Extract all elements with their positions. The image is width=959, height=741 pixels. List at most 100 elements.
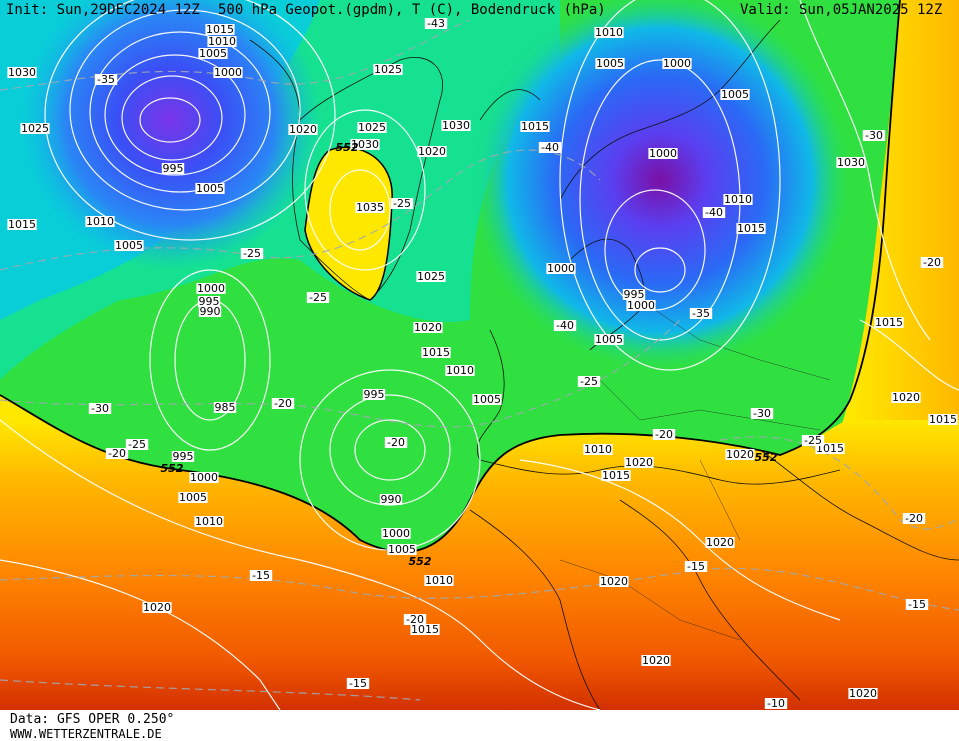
pressure-label-bg — [198, 306, 222, 317]
temperature-label: -25 — [580, 375, 598, 388]
init-time: Init: Sun,29DEC2024 12Z — [6, 2, 200, 18]
pressure-label-bg — [421, 347, 451, 358]
pressure-label-bg — [20, 123, 50, 134]
pressure-label-bg — [720, 89, 750, 100]
pressure-label-bg — [424, 575, 454, 586]
pressure-label: 1030 — [351, 138, 379, 151]
temperature-label: -40 — [541, 141, 559, 154]
pressure-label-bg — [601, 470, 631, 481]
pressure-label-bg — [626, 300, 656, 311]
pressure-label: 1020 — [706, 536, 734, 549]
pressure-label: 1020 — [600, 575, 628, 588]
temperature-label-bg — [390, 198, 414, 209]
pressure-label-bg — [472, 394, 502, 405]
pressure-label: 1030 — [837, 156, 865, 169]
pressure-label: 1000 — [663, 57, 691, 70]
pressure-label: 995 — [199, 295, 220, 308]
pressure-label: 1010 — [208, 35, 236, 48]
pressure-label: 1020 — [414, 321, 442, 334]
pressure-label-bg — [355, 202, 385, 213]
pressure-label-bg — [362, 389, 386, 400]
pressure-label-bg — [723, 194, 753, 205]
borders — [559, 299, 831, 641]
temperature-label: -25 — [128, 438, 146, 451]
pressure-label: 985 — [215, 401, 236, 414]
pressure-label: 1005 — [179, 491, 207, 504]
pressure-label-bg — [171, 451, 195, 462]
pressure-label: 990 — [200, 305, 221, 318]
temperature-label: -35 — [97, 73, 115, 86]
south-warm-area — [0, 395, 959, 710]
pressure-label-bg — [520, 121, 550, 132]
temperature-label-bg — [88, 403, 112, 414]
geopot-label: 552 — [336, 141, 359, 154]
pressure-label: 1000 — [627, 299, 655, 312]
pressure-label-bg — [874, 317, 904, 328]
temperature-label-bg — [764, 698, 788, 709]
pressure-label: 1000 — [382, 527, 410, 540]
pressure-label-bg — [196, 283, 226, 294]
temperature-label: -30 — [91, 402, 109, 415]
temperature-label-bg — [862, 130, 886, 141]
temperature-label-bg — [577, 376, 601, 387]
temperature-label: -10 — [767, 697, 785, 710]
pressure-label-bg — [357, 122, 387, 133]
pressure-label: 1010 — [195, 515, 223, 528]
pressure-label: 1015 — [206, 23, 234, 36]
temperature-label-bg — [403, 614, 427, 625]
temperature-label: -20 — [923, 256, 941, 269]
pressure-label: 1015 — [929, 413, 957, 426]
pressure-label-bg — [599, 576, 629, 587]
temperature-label: -35 — [692, 307, 710, 320]
pressure-label-bg — [594, 27, 624, 38]
pressure-label: 1030 — [8, 66, 36, 79]
pressure-label-bg — [624, 457, 654, 468]
footer: Data: GFS OPER 0.250° WWW.WETTERZENTRALE… — [0, 710, 959, 741]
pressure-label: 1010 — [584, 443, 612, 456]
pressure-label: 1005 — [388, 543, 416, 556]
temperature-label: -20 — [406, 613, 424, 626]
temperature-label: -15 — [349, 677, 367, 690]
temperature-label-bg — [105, 448, 129, 459]
pressure-label-bg — [194, 516, 224, 527]
pressure-label: 1015 — [875, 316, 903, 329]
temperature-label-bg — [384, 437, 408, 448]
geopot-labels: 552 552 552 552 — [161, 141, 778, 568]
pressure-labels: 1015101010051000103010259951005101010151… — [7, 23, 958, 700]
pressure-label-bg — [114, 240, 144, 251]
temperature-label: -15 — [908, 598, 926, 611]
pressure-label-bg — [198, 48, 228, 59]
temperature-label: -25 — [804, 434, 822, 447]
pressure-label-bg — [736, 223, 766, 234]
temperature-label-bg — [424, 18, 448, 29]
pressure-label: 1000 — [190, 471, 218, 484]
pressure-label: 995 — [163, 162, 184, 175]
temperature-label-bg — [920, 257, 944, 268]
pressure-label: 1010 — [595, 26, 623, 39]
pressure-label-bg — [413, 322, 443, 333]
temperature-label-bg — [271, 398, 295, 409]
pressure-label: 995 — [624, 288, 645, 301]
pressure-label: 1020 — [418, 145, 446, 158]
temperature-label-bg — [306, 292, 330, 303]
temperature-label: -20 — [905, 512, 923, 525]
pressure-label: 1005 — [199, 47, 227, 60]
pressure-label-bg — [207, 36, 237, 47]
pressure-label: 1020 — [642, 654, 670, 667]
pressure-label: 1030 — [442, 119, 470, 132]
temperature-label: -25 — [243, 247, 261, 260]
pressure-label-bg — [178, 492, 208, 503]
pressure-label-bg — [622, 289, 646, 300]
temperature-label-bg — [553, 320, 577, 331]
pressure-label-bg — [387, 544, 417, 555]
pressure-label-bg — [836, 157, 866, 168]
pressure-label-bg — [195, 183, 225, 194]
pressure-label-bg — [641, 655, 671, 666]
pressure-label-bg — [815, 443, 845, 454]
temperature-label: -43 — [427, 17, 445, 30]
temperature-label-bg — [94, 74, 118, 85]
pressure-label: 1005 — [196, 182, 224, 195]
geopot-552-line — [0, 0, 901, 553]
pressure-label-bg — [213, 402, 237, 413]
